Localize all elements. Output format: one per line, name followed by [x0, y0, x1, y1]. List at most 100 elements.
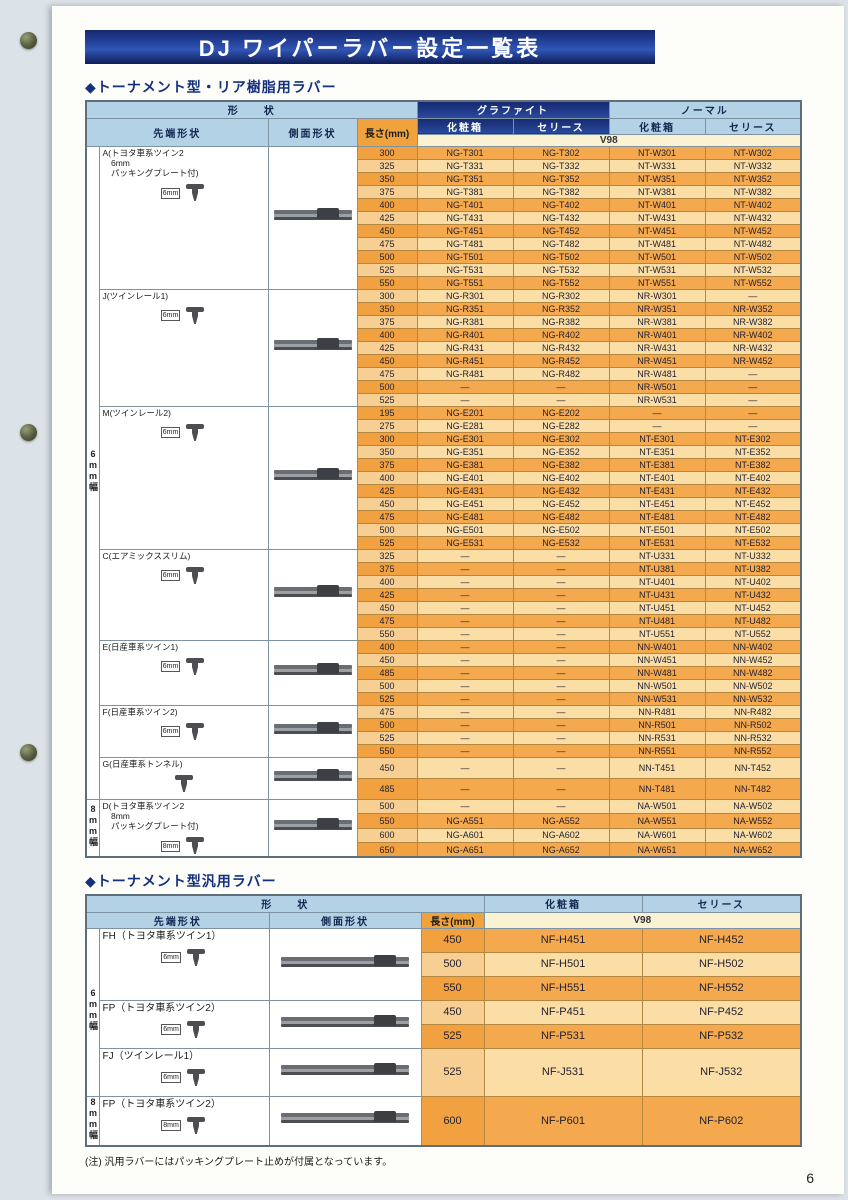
rubber-tip-profile-icon: [186, 837, 205, 855]
part-code-cell: NG-R402: [512, 327, 610, 342]
side-shape-icon: [270, 1014, 420, 1035]
length-cell: 500: [356, 379, 418, 394]
part-code-cell: NT-U401: [608, 574, 706, 589]
part-code-cell: NT-W451: [608, 223, 706, 238]
part-code-cell: NT-E351: [608, 444, 706, 459]
part-code-cell: NT-E431: [608, 483, 706, 498]
tip-shape-icon: 6mm: [100, 1020, 268, 1040]
dimension-tag: 8mm: [160, 840, 181, 852]
length-cell: 450: [356, 652, 418, 667]
part-code-cell: —: [608, 418, 706, 433]
part-code-cell: NG-T452: [512, 223, 610, 238]
part-code-cell: NG-A551: [416, 813, 514, 829]
rear-rubber-table: 形 状 グラファイト ノーマル 先端形状 側面形状 長さ(mm) 化粧箱 セリー…: [85, 100, 802, 859]
part-code-cell: NN-W502: [704, 678, 802, 693]
part-code-cell: —: [512, 691, 610, 706]
part-code-cell: —: [512, 665, 610, 680]
header-box: 化粧箱: [483, 894, 643, 913]
footnote: (注) 汎用ラバーにはパッキングプレート止めが付属となっています。: [85, 1156, 393, 1168]
part-code-cell: NA-W652: [704, 842, 802, 858]
part-code-cell: NF-J532: [641, 1047, 802, 1097]
header-tip-shape: 先端形状: [85, 911, 270, 929]
table-row: 525— — NN-R531 NN-R532: [86, 730, 802, 745]
tip-shape-icon: 8mm: [100, 1116, 268, 1136]
side-shape-icon: [269, 662, 356, 683]
side-shape-cell: [267, 756, 358, 800]
part-code-cell: NF-H552: [641, 975, 802, 1001]
table-row: 525— — NN-W531 NN-W532: [86, 691, 802, 706]
length-cell: 485: [356, 777, 418, 800]
header-graphite-series: セリース: [512, 117, 610, 135]
dimension-tag: 6mm: [160, 726, 181, 738]
part-code-cell: —: [704, 288, 802, 303]
side-shape-icon: [269, 337, 356, 358]
part-code-cell: —: [512, 678, 610, 693]
header-shape: 形 状: [85, 894, 485, 913]
part-code-cell: NF-P452: [641, 999, 802, 1025]
page-number: 6: [806, 1170, 814, 1186]
table-row: 8mm幅 FP（トヨタ車系ツイン2） 8mm 600 NF-P601 NF-P602: [85, 1095, 802, 1147]
header-side-shape: 側面形状: [268, 911, 422, 929]
length-cell: 375: [356, 184, 418, 199]
part-code-cell: NG-T482: [512, 236, 610, 251]
part-code-cell: NG-T382: [512, 184, 610, 199]
part-code-cell: NG-E452: [512, 496, 610, 511]
part-code-cell: NN-T481: [608, 777, 706, 800]
part-code-cell: NT-E382: [704, 457, 802, 472]
length-cell: 525: [356, 691, 418, 706]
part-code-cell: NG-E352: [512, 444, 610, 459]
part-code-cell: NT-U402: [704, 574, 802, 589]
part-code-cell: NG-T331: [416, 158, 514, 173]
punch-hole: [20, 32, 37, 49]
length-cell: 350: [356, 444, 418, 459]
tip-shape-cell: FJ（ツインレール1） 6mm: [98, 1047, 270, 1097]
length-cell: 450: [356, 756, 418, 779]
length-cell: 525: [356, 730, 418, 745]
part-code-cell: NF-J531: [483, 1047, 643, 1097]
side-shape-icon: [270, 1110, 420, 1131]
part-code-cell: NG-T431: [416, 210, 514, 225]
group-label: D(トヨタ車系ツイン2 8mm パッキングプレート付): [102, 800, 199, 831]
group-label: M(ツインレール2): [102, 407, 171, 418]
length-cell: 275: [356, 418, 418, 433]
part-code-cell: NN-R502: [704, 717, 802, 732]
side-shape-icon: [269, 817, 356, 838]
part-code-cell: —: [416, 777, 514, 800]
table-row: 400— — NT-U401 NT-U402: [86, 574, 802, 589]
length-cell: 400: [356, 574, 418, 589]
part-code-cell: NN-W401: [608, 639, 706, 654]
part-code-cell: NT-E432: [704, 483, 802, 498]
length-cell: 525: [356, 535, 418, 550]
part-code-cell: —: [416, 639, 514, 654]
length-cell: 500: [356, 678, 418, 693]
part-code-cell: NG-T352: [512, 171, 610, 186]
part-code-cell: NG-R482: [512, 366, 610, 381]
part-code-cell: NG-T401: [416, 197, 514, 212]
part-code-cell: NN-W482: [704, 665, 802, 680]
table-row: 550 NF-H551 NF-H552: [86, 975, 802, 1001]
part-code-cell: NA-W501: [608, 798, 706, 814]
part-code-cell: NG-E351: [416, 444, 514, 459]
rubber-tip-profile-icon: [186, 306, 205, 324]
part-code-cell: NT-W401: [608, 197, 706, 212]
part-code-cell: NT-U332: [704, 548, 802, 563]
part-code-cell: NR-W351: [608, 301, 706, 316]
part-code-cell: NG-T531: [416, 262, 514, 277]
part-code-cell: NG-R432: [512, 340, 610, 355]
table-row: 485— — NN-T481 NN-T482: [86, 777, 802, 800]
part-code-cell: NT-W532: [704, 262, 802, 277]
part-code-cell: NG-T481: [416, 236, 514, 251]
part-code-cell: NG-T332: [512, 158, 610, 173]
table-row: 500— — NN-W501 NN-W502: [86, 678, 802, 693]
rubber-tip-profile-icon: [186, 948, 205, 966]
header-tip-shape: 先端形状: [85, 117, 269, 147]
part-code-cell: NT-U482: [704, 613, 802, 628]
part-code-cell: NT-W551: [608, 275, 706, 290]
part-code-cell: NT-U552: [704, 626, 802, 641]
table-row: 500 NG-E501 NG-E502 NT-E501 NT-E502: [86, 522, 802, 537]
part-code-cell: NT-W332: [704, 158, 802, 173]
part-code-cell: NT-W352: [704, 171, 802, 186]
part-code-cell: NG-T402: [512, 197, 610, 212]
part-code-cell: NT-W431: [608, 210, 706, 225]
length-cell: 550: [420, 975, 485, 1001]
